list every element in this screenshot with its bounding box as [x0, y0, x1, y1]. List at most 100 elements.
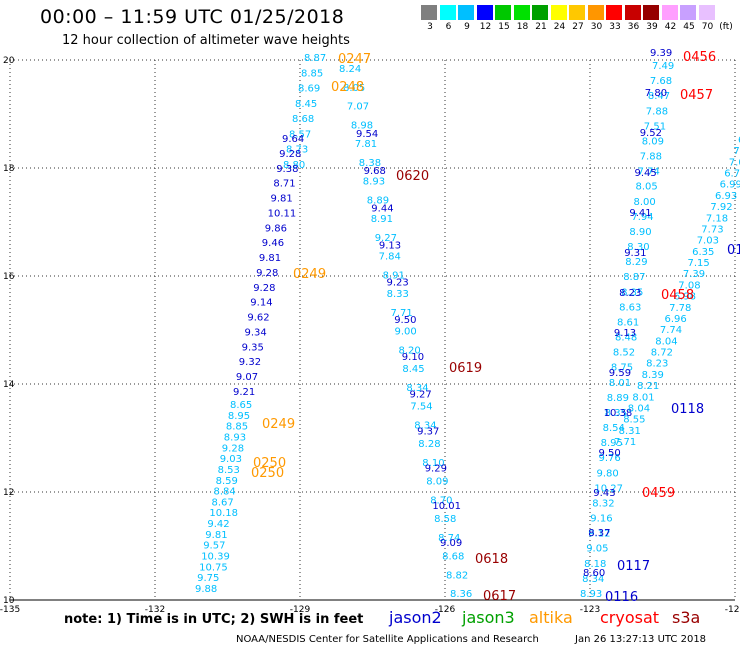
- wave-height-value: 7.94: [631, 212, 653, 223]
- map-title: 00:00 – 11:59 UTC 01/25/2018: [40, 6, 345, 28]
- wave-height-value: 7.51: [644, 121, 666, 132]
- legend-tick-label: 12: [479, 22, 492, 32]
- latitude-label: 16: [3, 272, 15, 282]
- wave-height-value: 8.52: [613, 348, 635, 359]
- wave-height-value: 8.73: [286, 145, 308, 156]
- wave-height-value: 8.34: [406, 383, 428, 394]
- wave-height-value: 7.78: [669, 303, 691, 314]
- wave-height-value: 9.00: [395, 327, 417, 338]
- wave-height-value: 9.44: [371, 203, 393, 214]
- wave-height-value: 8.10: [422, 458, 444, 469]
- wave-height-value: 8.53: [218, 465, 240, 476]
- latitude-label: 12: [3, 488, 14, 498]
- wave-height-value: 9.46: [262, 238, 284, 249]
- wave-height-value: 8.93: [224, 433, 246, 444]
- wave-height-value: 8.68: [442, 552, 464, 563]
- wave-height-value: 9.76: [599, 453, 621, 464]
- wave-height-value: 9.35: [242, 342, 264, 353]
- map-subtitle: 12 hour collection of altimeter wave hei…: [62, 33, 350, 48]
- axis-labels: 20 18 16 14 12 10-135 -132 -129 -126 -123 -120: [0, 56, 740, 615]
- legend-swatch: [476, 5, 493, 20]
- wave-height-value: 7.39: [683, 269, 705, 280]
- legend-swatch: [532, 5, 548, 20]
- wave-height-value: 8.18: [584, 559, 606, 570]
- wave-height-value: 8.48: [615, 333, 637, 344]
- wave-height-value: 8.67: [212, 497, 234, 508]
- wave-height-value: 9.32: [239, 357, 261, 368]
- legend-tick-label: 18: [516, 22, 529, 32]
- pass-time-label: 0617: [483, 589, 516, 604]
- pass-time-label: 0459: [642, 486, 675, 501]
- wave-height-value: 9.43: [593, 488, 615, 499]
- wave-height-value: 9.59: [609, 368, 631, 379]
- grid-lines: [9, 59, 736, 601]
- legend-tick-label: (ft): [719, 22, 733, 32]
- wave-height-value: 6.98: [674, 292, 696, 303]
- wave-height-value: 9.05: [586, 544, 608, 555]
- wave-height-value: 9.28: [279, 149, 301, 160]
- wave-height-value: 8.70: [430, 495, 452, 506]
- legend-tick-label: 33: [609, 22, 621, 32]
- wave-height-value: 8.93: [363, 177, 385, 188]
- pass-time-label: 0458: [661, 288, 694, 303]
- wave-height-value: 9.41: [629, 208, 651, 219]
- wave-height-value: 9.75: [197, 573, 219, 584]
- wave-height-value: 8.31: [619, 426, 641, 437]
- wave-height-value: 9.50: [599, 448, 621, 459]
- wave-height-value: 8.32: [592, 499, 614, 510]
- wave-height-value: 7.08: [678, 280, 700, 291]
- pass-time-label: 0249: [262, 417, 295, 432]
- wave-height-value: 7.88: [640, 152, 662, 163]
- wave-height-value: 8.91: [371, 214, 393, 225]
- wave-height-value: 9.50: [394, 315, 416, 326]
- wave-height-value: 8.84: [214, 487, 236, 498]
- wave-height-value: 7.73: [701, 225, 723, 236]
- wave-height-value: 8.90: [629, 227, 651, 238]
- wave-height-value: 8.71: [273, 179, 295, 190]
- pass-time-label: 0618: [475, 552, 508, 567]
- wave-height-value: 8.45: [295, 99, 317, 110]
- wave-height-value: 8.34: [414, 420, 436, 431]
- wave-height-value: 7.49: [652, 61, 674, 72]
- legend-tick-label: 21: [535, 22, 547, 32]
- pass-time-label: 0118: [671, 402, 704, 417]
- wave-height-value: 9.10: [402, 352, 424, 363]
- wave-height-value: 8.04: [628, 403, 650, 414]
- wave-height-value: 8.28: [418, 439, 440, 450]
- legend-tick-label: 6: [445, 22, 452, 32]
- wave-height-value: 10.01: [432, 501, 461, 512]
- legend-tick-label: 39: [646, 22, 658, 32]
- wave-height-value: 6.35: [692, 247, 714, 258]
- wave-height-value: 9.23: [387, 278, 409, 289]
- wave-height-value: 10.38: [604, 408, 633, 419]
- wave-height-value: 9.28: [253, 283, 275, 294]
- wave-height-value: 8.24: [339, 64, 361, 75]
- wave-height-value: 7.2: [733, 146, 740, 157]
- wave-height-value: 9.12: [588, 529, 610, 540]
- wave-height-value: 7.81: [355, 139, 377, 150]
- pass-time-label: 011: [727, 243, 740, 258]
- wave-height-value: 7.92: [710, 202, 732, 213]
- wave-height-value: 8.74: [438, 533, 460, 544]
- wave-height-value: 9.28: [256, 268, 278, 279]
- wave-height-value: 8.47: [648, 91, 670, 102]
- wave-height-value: 9.62: [247, 313, 269, 324]
- legend-tick-label: 42: [664, 22, 677, 32]
- wave-height-value: 10.27: [594, 483, 623, 494]
- wave-height-value: 8.21: [637, 381, 659, 392]
- wave-height-value: 7.68: [650, 76, 672, 87]
- wave-height-value: 9.38: [276, 164, 298, 175]
- wave-height-value: 9.09: [440, 538, 462, 549]
- latitude-label: 14: [3, 380, 15, 390]
- footer-note: note: 1) Time is in UTC; 2) SWH is in fe…: [64, 612, 364, 627]
- wave-height-value: 8.36: [450, 589, 472, 600]
- satellite-legend-item: jason3: [462, 608, 515, 627]
- wave-height-value: 8.65: [230, 400, 252, 411]
- wave-height-value: 8.82: [446, 570, 468, 581]
- legend-tick-label: 70: [701, 22, 714, 32]
- legend-swatch: [513, 5, 530, 20]
- pass-time-label: 0116: [605, 590, 638, 605]
